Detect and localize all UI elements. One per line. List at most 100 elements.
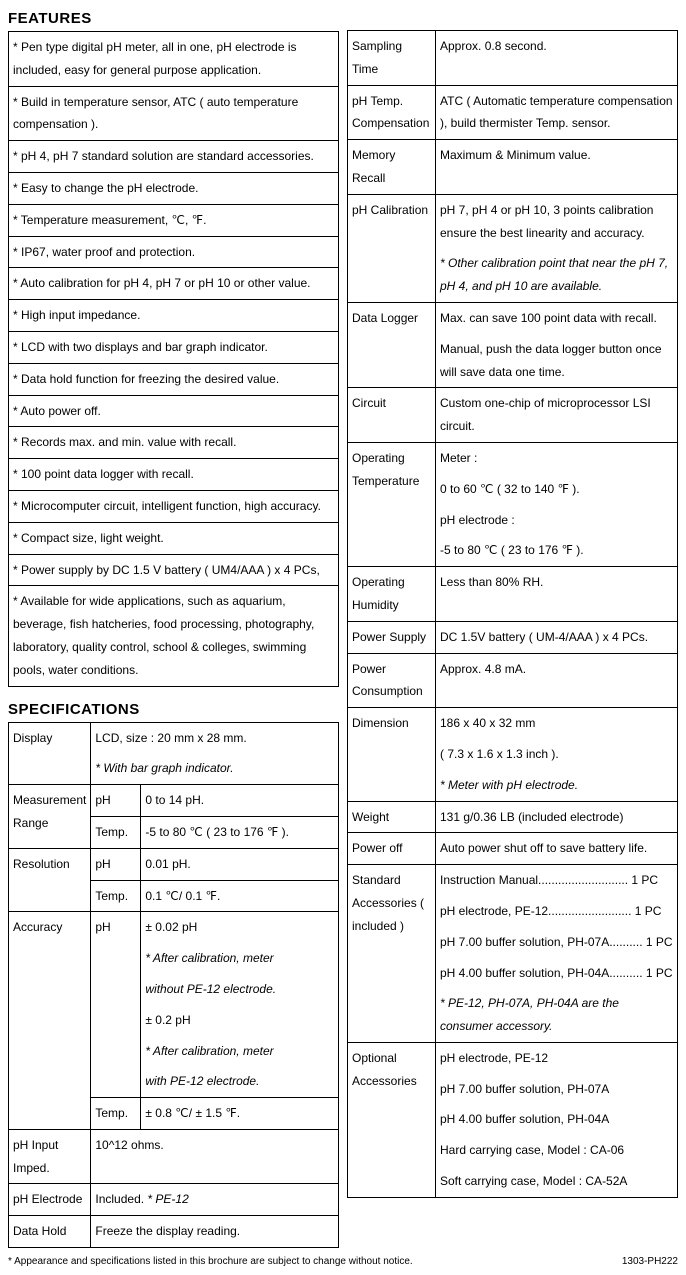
cell: ( 7.3 x 1.6 x 1.3 inch ). <box>436 739 678 770</box>
cell: Maximum & Minimum value. <box>436 140 678 195</box>
cell: 0 to 60 ℃ ( 32 to 140 ℉ ). <box>436 474 678 505</box>
cell: pH electrode, PE-12 <box>436 1042 678 1073</box>
cell: * After calibration, meter <box>141 943 339 974</box>
cell: Max. can save 100 point data with recall… <box>436 302 678 333</box>
row-label: Resolution <box>9 848 91 912</box>
row-label: pH Calibration <box>348 194 436 302</box>
feature-row: * Records max. and min. value with recal… <box>9 427 339 459</box>
cell: without PE-12 electrode. <box>141 974 339 1005</box>
row-label: Measurement Range <box>9 785 91 849</box>
row-label: pH Temp. Compensation <box>348 85 436 140</box>
feature-row: * Compact size, light weight. <box>9 522 339 554</box>
cell: pH 4.00 buffer solution, PH-04A <box>436 1104 678 1135</box>
cell: Instruction Manual......................… <box>436 865 678 896</box>
feature-row: * LCD with two displays and bar graph in… <box>9 331 339 363</box>
sublabel: pH <box>91 785 141 817</box>
row-label: pH Input Imped. <box>9 1129 91 1184</box>
cell: Hard carrying case, Model : CA-06 <box>436 1135 678 1166</box>
cell: 131 g/0.36 LB (included electrode) <box>436 801 678 833</box>
feature-row: * IP67, water proof and protection. <box>9 236 339 268</box>
cell: Included. * PE-12 <box>91 1184 339 1216</box>
cell: Approx. 4.8 mA. <box>436 653 678 708</box>
feature-row: * Easy to change the pH electrode. <box>9 172 339 204</box>
feature-row: * Auto calibration for pH 4, pH 7 or pH … <box>9 268 339 300</box>
spec-left-table: Display LCD, size : 20 mm x 28 mm. * Wit… <box>8 722 339 1249</box>
feature-row: * Pen type digital pH meter, all in one,… <box>9 32 339 87</box>
feature-row: * 100 point data logger with recall. <box>9 459 339 491</box>
cell: with PE-12 electrode. <box>141 1066 339 1097</box>
cell: Meter : <box>436 442 678 473</box>
cell: ATC ( Automatic temperature compensation… <box>436 85 678 140</box>
sublabel: Temp. <box>91 1098 141 1130</box>
cell: 0.01 pH. <box>141 848 339 880</box>
cell: -5 to 80 ℃ ( 23 to 176 ℉ ). <box>436 535 678 566</box>
text: * PE-12 <box>147 1192 188 1206</box>
cell: * After calibration, meter <box>141 1036 339 1067</box>
cell: pH 7.00 buffer solution, PH-07A.........… <box>436 927 678 958</box>
sublabel: pH <box>91 848 141 880</box>
cell: pH 7, pH 4 or pH 10, 3 points calibratio… <box>436 194 678 248</box>
footer-code: 1303-PH222 <box>622 1256 678 1267</box>
row-label: Operating Humidity <box>348 567 436 622</box>
row-label: Standard Accessories ( included ) <box>348 865 436 1043</box>
cell: 10^12 ohms. <box>91 1129 339 1184</box>
sublabel: Temp. <box>91 816 141 848</box>
cell: * PE-12, PH-07A, PH-04A are the consumer… <box>436 988 678 1042</box>
cell: ± 0.02 pH <box>141 912 339 943</box>
cell: Approx. 0.8 second. <box>436 31 678 86</box>
sublabel: pH <box>91 912 141 1098</box>
cell: -5 to 80 ℃ ( 23 to 176 ℉ ). <box>141 816 339 848</box>
row-label: Power Consumption <box>348 653 436 708</box>
row-label: pH Electrode <box>9 1184 91 1216</box>
feature-row: * Available for wide applications, such … <box>9 586 339 686</box>
cell: pH electrode, PE-12.....................… <box>436 896 678 927</box>
feature-row: * pH 4, pH 7 standard solution are stand… <box>9 141 339 173</box>
cell: ± 0.2 pH <box>141 1005 339 1036</box>
feature-row: * Auto power off. <box>9 395 339 427</box>
row-label: Operating Temperature <box>348 442 436 566</box>
cell: Less than 80% RH. <box>436 567 678 622</box>
footer-note: * Appearance and specifications listed i… <box>8 1256 413 1267</box>
feature-row: * Power supply by DC 1.5 V battery ( UM4… <box>9 554 339 586</box>
cell: pH 7.00 buffer solution, PH-07A <box>436 1074 678 1105</box>
row-label: Accuracy <box>9 912 91 1130</box>
cell: Freeze the display reading. <box>91 1216 339 1248</box>
cell: * Meter with pH electrode. <box>436 770 678 801</box>
feature-row: * Microcomputer circuit, intelligent fun… <box>9 490 339 522</box>
feature-row: * High input impedance. <box>9 300 339 332</box>
specs-title: SPECIFICATIONS <box>8 701 339 718</box>
cell: 186 x 40 x 32 mm <box>436 708 678 739</box>
cell: Manual, push the data logger button once… <box>436 334 678 388</box>
features-title: FEATURES <box>8 10 339 27</box>
row-label: Weight <box>348 801 436 833</box>
feature-row: * Build in temperature sensor, ATC ( aut… <box>9 86 339 141</box>
text: Included. <box>95 1192 147 1206</box>
cell: Auto power shut off to save battery life… <box>436 833 678 865</box>
cell: LCD, size : 20 mm x 28 mm. <box>91 722 339 753</box>
row-label: Display <box>9 722 91 785</box>
feature-row: * Temperature measurement, ℃, ℉. <box>9 204 339 236</box>
cell: 0 to 14 pH. <box>141 785 339 817</box>
cell: 0.1 ℃/ 0.1 ℉. <box>141 880 339 912</box>
row-label: Power off <box>348 833 436 865</box>
row-label: Data Hold <box>9 1216 91 1248</box>
features-table: * Pen type digital pH meter, all in one,… <box>8 31 339 687</box>
cell: * With bar graph indicator. <box>91 753 339 784</box>
cell: DC 1.5V battery ( UM-4/AAA ) x 4 PCs. <box>436 621 678 653</box>
spec-right-table: Sampling TimeApprox. 0.8 second.pH Temp.… <box>347 30 678 1198</box>
cell: * Other calibration point that near the … <box>436 248 678 302</box>
row-label: Memory Recall <box>348 140 436 195</box>
row-label: Circuit <box>348 388 436 443</box>
cell: pH electrode : <box>436 505 678 536</box>
sublabel: Temp. <box>91 880 141 912</box>
cell: pH 4.00 buffer solution, PH-04A.........… <box>436 958 678 989</box>
row-label: Sampling Time <box>348 31 436 86</box>
cell: Soft carrying case, Model : CA-52A <box>436 1166 678 1197</box>
row-label: Data Logger <box>348 302 436 387</box>
row-label: Dimension <box>348 708 436 801</box>
row-label: Optional Accessories <box>348 1042 436 1197</box>
row-label: Power Supply <box>348 621 436 653</box>
cell: ± 0.8 ℃/ ± 1.5 ℉. <box>141 1098 339 1130</box>
cell: Custom one-chip of microprocessor LSI ci… <box>436 388 678 443</box>
feature-row: * Data hold function for freezing the de… <box>9 363 339 395</box>
